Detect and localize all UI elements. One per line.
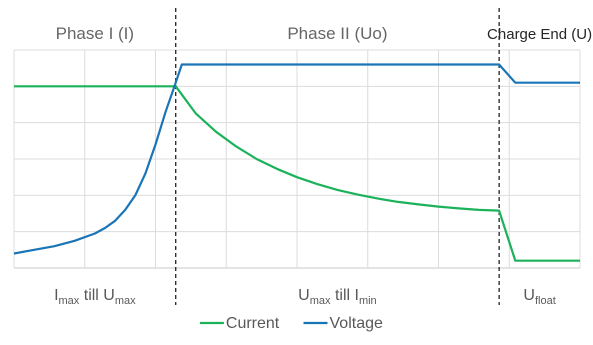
range-label-text: U — [523, 287, 535, 304]
series-layer — [13, 63, 580, 262]
phase-title: Phase II (Uo) — [287, 24, 387, 43]
range-label-text: I — [54, 287, 58, 304]
legend-item-voltage: Voltage — [303, 315, 383, 332]
phase-title: Phase I (I) — [56, 24, 134, 43]
phase-range-label: Imax till Umax — [54, 287, 136, 307]
range-label-subscript: float — [535, 295, 556, 307]
range-label-subscript: max — [59, 295, 80, 307]
range-label-subscript: max — [115, 295, 136, 307]
grid-layer — [13, 49, 581, 269]
phase-boundary-layer — [175, 8, 500, 305]
range-label-text: till I — [331, 287, 359, 304]
legend-item-current: Current — [199, 315, 280, 332]
phase-range-label: Ufloat — [523, 287, 555, 307]
series-line-voltage — [13, 63, 580, 255]
phase-title: Charge End (U) — [487, 26, 592, 43]
legend: Current Voltage — [199, 315, 383, 332]
phase-range-label: Umax till Imin — [298, 287, 377, 307]
range-label-text: U — [298, 287, 310, 304]
series-line-current — [14, 85, 580, 262]
range-label-subscript: max — [310, 295, 331, 307]
range-label-text: till U — [79, 287, 115, 304]
range-label-subscript: min — [359, 295, 377, 307]
legend-label: Voltage — [330, 315, 383, 332]
legend-label: Current — [226, 315, 280, 332]
